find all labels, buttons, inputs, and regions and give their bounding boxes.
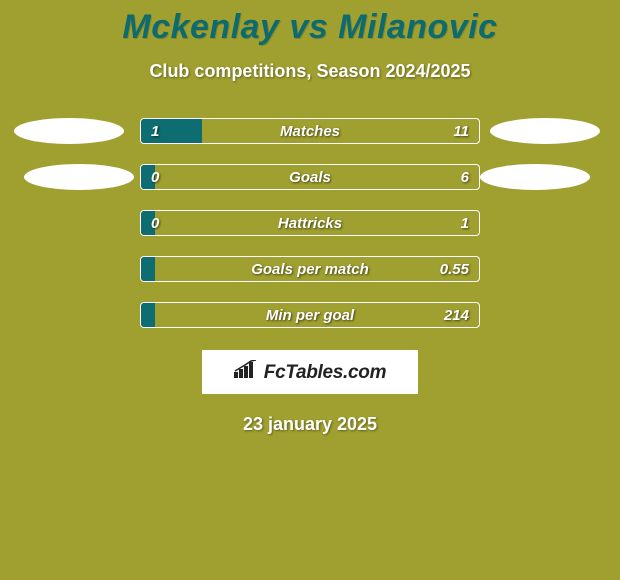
brand-text: FcTables.com bbox=[264, 362, 386, 384]
stat-row: 0 Goals 6 bbox=[10, 164, 610, 190]
stat-right-value: 6 bbox=[461, 169, 469, 186]
stat-bar: Goals per match 0.55 bbox=[140, 256, 480, 282]
stat-right-value: 1 bbox=[461, 215, 469, 232]
brand-inner: FcTables.com bbox=[234, 360, 386, 384]
stat-left-value: 0 bbox=[151, 169, 159, 186]
stat-right-value: 0.55 bbox=[440, 261, 469, 278]
comparison-page: Mckenlay vs Milanovic Club competitions,… bbox=[0, 0, 620, 580]
ellipse-shape-left bbox=[24, 164, 134, 190]
stat-label: Goals bbox=[289, 169, 331, 186]
stat-bar: 0 Goals 6 bbox=[140, 164, 480, 190]
ellipse-shape-right bbox=[480, 164, 590, 190]
stat-left-value: 0 bbox=[151, 215, 159, 232]
stats-rows: 1 Matches 11 0 Goals 6 0 Hattricks 1 Goals per ma… bbox=[0, 118, 620, 328]
stat-bar: 0 Hattricks 1 bbox=[140, 210, 480, 236]
stat-right-value: 214 bbox=[444, 307, 469, 324]
stat-row: Goals per match 0.55 bbox=[10, 256, 610, 282]
stat-row: 1 Matches 11 bbox=[10, 118, 610, 144]
stat-left-value: 1 bbox=[151, 123, 159, 140]
stat-bar: 1 Matches 11 bbox=[140, 118, 480, 144]
stat-label: Goals per match bbox=[251, 261, 369, 278]
stat-row: 0 Hattricks 1 bbox=[10, 210, 610, 236]
brand-box[interactable]: FcTables.com bbox=[202, 350, 418, 394]
ellipse-shape-right bbox=[490, 118, 600, 144]
page-title: Mckenlay vs Milanovic bbox=[0, 0, 620, 47]
subtitle: Club competitions, Season 2024/2025 bbox=[0, 61, 620, 82]
stat-label: Hattricks bbox=[278, 215, 342, 232]
stat-bar: Min per goal 214 bbox=[140, 302, 480, 328]
stat-right-value: 11 bbox=[453, 123, 469, 140]
stat-label: Min per goal bbox=[266, 307, 354, 324]
stat-row: Min per goal 214 bbox=[10, 302, 610, 328]
bar-chart-icon bbox=[234, 360, 258, 378]
stat-bar-fill bbox=[141, 257, 155, 281]
stat-bar-fill bbox=[141, 303, 155, 327]
date-label: 23 january 2025 bbox=[0, 414, 620, 435]
stat-label: Matches bbox=[280, 123, 340, 140]
ellipse-shape-left bbox=[14, 118, 124, 144]
